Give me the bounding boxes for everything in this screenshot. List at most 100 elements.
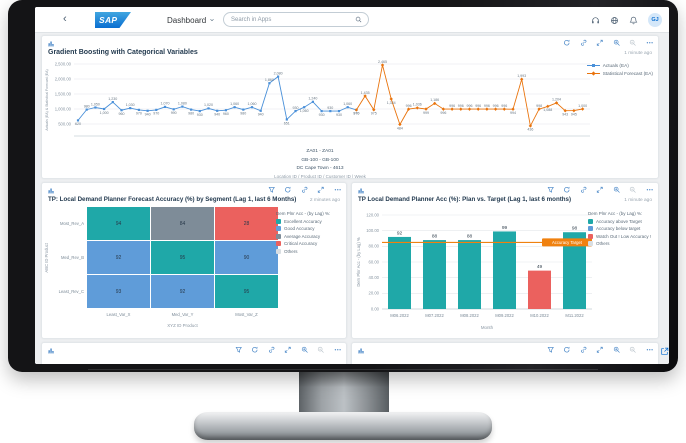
svg-text:940: 940 xyxy=(258,113,264,117)
refresh-icon[interactable] xyxy=(563,186,571,194)
svg-text:960: 960 xyxy=(223,112,229,116)
app-title-menu[interactable]: Dashboard xyxy=(167,7,215,33)
globe-icon[interactable] xyxy=(610,16,619,25)
svg-text:990: 990 xyxy=(171,111,177,115)
tile-toolbar xyxy=(42,36,658,49)
link-icon[interactable] xyxy=(301,186,309,194)
heatmap-cell[interactable]: 84 xyxy=(151,207,214,240)
filter-icon[interactable] xyxy=(235,346,243,354)
link-icon[interactable] xyxy=(580,39,588,47)
more-icon[interactable] xyxy=(646,186,654,194)
svg-text:M10.2022: M10.2022 xyxy=(530,313,549,318)
zoom-in-icon[interactable] xyxy=(301,346,309,354)
zoom-out-icon[interactable] xyxy=(629,39,637,47)
svg-text:960: 960 xyxy=(119,112,125,116)
filter-icon[interactable] xyxy=(547,186,555,194)
chevron-down-icon xyxy=(209,17,215,23)
heatmap-cell[interactable]: 95 xyxy=(151,241,214,274)
legend-item[interactable]: Actuals (EA) xyxy=(586,63,653,68)
refresh-icon[interactable] xyxy=(284,186,292,194)
sap-logo[interactable]: SAP xyxy=(95,12,131,28)
user-avatar[interactable]: GJ xyxy=(648,13,662,27)
svg-text:0.00: 0.00 xyxy=(371,306,380,311)
last-updated: 1 minute ago xyxy=(624,51,652,56)
link-icon[interactable] xyxy=(580,186,588,194)
bar-chart-icon xyxy=(47,346,55,354)
legend-item[interactable]: Excellent Accuracy xyxy=(276,218,342,224)
legend-item[interactable]: Watch Out ! Low Accuracy ! xyxy=(588,233,654,239)
headset-icon[interactable] xyxy=(591,16,600,25)
x-axis-caption: Location ID / Product ID / Customer ID |… xyxy=(274,174,366,179)
dashboard-canvas: Gradient Boosting with Categorical Varia… xyxy=(35,33,669,364)
svg-text:Accuracy Target: Accuracy Target xyxy=(552,240,583,245)
refresh-icon[interactable] xyxy=(563,346,571,354)
bar-chart-icon xyxy=(357,346,365,354)
search-input[interactable]: Search in Apps xyxy=(223,12,369,27)
expand-icon[interactable] xyxy=(284,346,292,354)
svg-text:M06.2022: M06.2022 xyxy=(390,313,409,318)
heatmap-cell[interactable]: 93 xyxy=(87,275,150,308)
legend-item[interactable]: Others xyxy=(588,241,654,246)
svg-text:996: 996 xyxy=(493,104,499,108)
legend-item[interactable]: Statistical Forecast (EA) xyxy=(586,71,653,76)
svg-text:996: 996 xyxy=(458,104,464,108)
filter-icon[interactable] xyxy=(547,346,555,354)
legend-item[interactable]: Critical Accuracy xyxy=(276,241,342,246)
svg-text:88: 88 xyxy=(467,234,473,240)
link-icon[interactable] xyxy=(268,346,276,354)
refresh-icon[interactable] xyxy=(251,346,259,354)
monitor-stand-neck xyxy=(299,368,389,416)
heatmap-cell[interactable]: 92 xyxy=(87,241,150,274)
legend-item[interactable]: Good Accuracy xyxy=(276,226,342,231)
svg-text:1,186: 1,186 xyxy=(430,98,439,102)
line-chart[interactable]: 2,500.00 2,000.00 1,500.00 1,000.00 500.00 Ac… xyxy=(44,58,596,146)
legend-item[interactable]: Others xyxy=(276,248,342,254)
expand-icon[interactable] xyxy=(596,346,604,354)
heatmap-cell[interactable]: 28 xyxy=(215,207,278,240)
zoom-out-icon[interactable] xyxy=(629,346,637,354)
heatmap-cell[interactable]: 92 xyxy=(151,275,214,308)
expand-icon[interactable] xyxy=(596,39,604,47)
expand-icon[interactable] xyxy=(317,186,325,194)
open-external-icon[interactable] xyxy=(660,347,669,356)
zoom-out-icon[interactable] xyxy=(317,346,325,354)
more-icon[interactable] xyxy=(334,346,342,354)
filter-icon[interactable] xyxy=(268,186,276,194)
zoom-in-icon[interactable] xyxy=(613,39,621,47)
heatmap[interactable]: Most_Rev_A 94 84 28 Med_Rev_B 92 95 90 Least_Rev… xyxy=(44,207,280,335)
legend-item[interactable]: Average Accuracy xyxy=(276,233,342,239)
svg-text:1,020: 1,020 xyxy=(204,103,213,107)
expand-icon[interactable] xyxy=(596,186,604,194)
more-icon[interactable] xyxy=(646,346,654,354)
tile-toolbar xyxy=(42,183,346,196)
svg-text:999: 999 xyxy=(423,111,429,115)
svg-text:970: 970 xyxy=(153,112,159,116)
svg-text:1,070: 1,070 xyxy=(161,102,170,106)
zoom-in-icon[interactable] xyxy=(613,186,621,194)
legend-item[interactable]: Accuracy above Target xyxy=(588,218,654,224)
heatmap-cell[interactable]: 90 xyxy=(215,241,278,274)
heatmap-cell[interactable]: 95 xyxy=(215,275,278,308)
link-icon[interactable] xyxy=(580,346,588,354)
bell-icon[interactable] xyxy=(629,16,638,25)
bar-chart[interactable]: 0.00 20.00 40.00 60.00 80.00 100.00 120.00 92 M0… xyxy=(354,205,604,337)
svg-text:100.00: 100.00 xyxy=(366,228,379,233)
zoom-out-icon[interactable] xyxy=(629,186,637,194)
refresh-icon[interactable] xyxy=(563,39,571,47)
more-icon[interactable] xyxy=(334,186,342,194)
search-icon[interactable] xyxy=(355,16,368,23)
svg-text:1,080: 1,080 xyxy=(178,101,187,105)
shell-actions: GJ xyxy=(591,7,662,33)
bar-chart-icon xyxy=(357,186,365,194)
more-icon[interactable] xyxy=(646,39,654,47)
svg-text:943: 943 xyxy=(562,113,568,117)
tile-cutoff-left xyxy=(41,342,347,364)
zoom-in-icon[interactable] xyxy=(613,346,621,354)
tile-accuracy-vs-target-bars: TP Local Demand Planner Acc (%): Plan vs… xyxy=(351,182,659,339)
heatmap-x-title: XYZ ID Product xyxy=(167,323,198,328)
monitor-bezel: ‹ SAP Dashboard Search in Apps GJ xyxy=(8,0,678,372)
legend-item[interactable]: Accuracy below target xyxy=(588,226,654,231)
heatmap-cell[interactable]: 94 xyxy=(87,207,150,240)
svg-text:1,060: 1,060 xyxy=(230,102,239,106)
back-button[interactable]: ‹ xyxy=(63,13,67,25)
